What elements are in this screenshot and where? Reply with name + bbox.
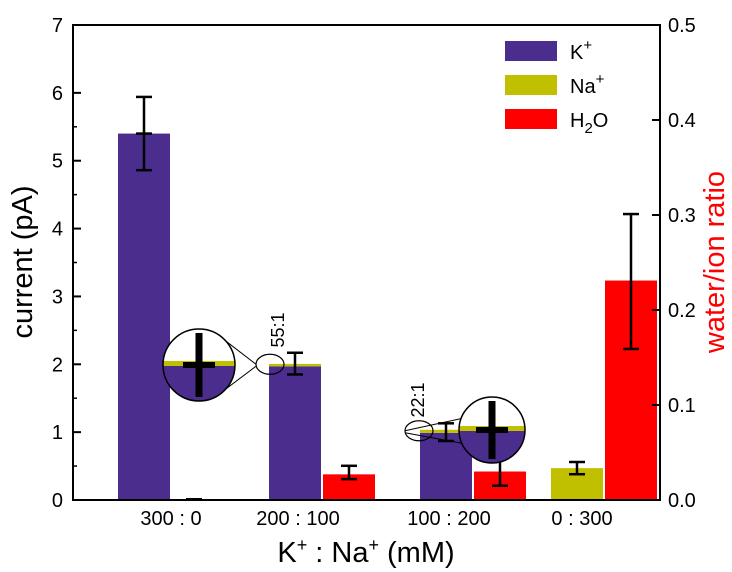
x-axis-label-part: K bbox=[277, 537, 297, 569]
x-tick-label: 0 : 300 bbox=[551, 508, 612, 530]
chart-marks bbox=[118, 95, 657, 501]
legend-swatch bbox=[505, 109, 557, 129]
legend: K+ Na+ H2O bbox=[505, 37, 608, 137]
ratio-annotation: 55:1 bbox=[268, 312, 288, 347]
legend-label: K+ bbox=[570, 37, 592, 64]
legend-label: H2O bbox=[570, 110, 608, 137]
zoom-insets: 55:1 22:1 bbox=[162, 312, 526, 464]
legend-item: K+ bbox=[505, 37, 592, 64]
legend-label: Na+ bbox=[570, 71, 605, 98]
legend-swatch bbox=[505, 41, 557, 61]
legend-item: Na+ bbox=[505, 71, 605, 98]
x-axis-label-part: + bbox=[297, 535, 308, 555]
legend-swatch bbox=[505, 75, 557, 95]
y-tick-label: 2 bbox=[52, 354, 63, 376]
zoom-connector bbox=[223, 339, 257, 365]
y-right-tick-label: 0.0 bbox=[668, 490, 696, 512]
axis-ticks: 0 1 2 3 4 5 6 7 0.0 0.1 0.2 0.3 0.4 0.5 300 : 0 200 : 1… bbox=[52, 15, 696, 530]
y-tick-label: 6 bbox=[52, 83, 63, 105]
bar-k bbox=[118, 133, 170, 501]
error-bar-na bbox=[569, 460, 585, 476]
error-bar-k bbox=[287, 351, 303, 376]
y-tick-label: 7 bbox=[52, 15, 63, 37]
x-tick-label: 300 : 0 bbox=[140, 508, 201, 530]
inset-circle bbox=[458, 396, 526, 464]
ratio-annotation: 22:1 bbox=[408, 382, 428, 417]
y-tick-label: 5 bbox=[52, 151, 63, 173]
y-right-tick-label: 0.2 bbox=[668, 300, 696, 322]
y-right-tick-label: 0.1 bbox=[668, 395, 696, 417]
y-right-tick-label: 0.4 bbox=[668, 110, 696, 132]
zoom-connector bbox=[223, 365, 257, 391]
legend-item: H2O bbox=[505, 109, 608, 137]
y-tick-label: 3 bbox=[52, 286, 63, 308]
error-bar-h2o bbox=[623, 212, 639, 351]
inset-circle bbox=[162, 328, 236, 402]
x-tick-label: 200 : 100 bbox=[256, 508, 339, 530]
y-tick-label: 4 bbox=[52, 219, 63, 241]
bar-k bbox=[269, 366, 321, 500]
y-tick-label: 0 bbox=[52, 490, 63, 512]
x-axis-label-part: : Na bbox=[307, 537, 369, 569]
y-axis-right-label: water/ion ratio bbox=[699, 171, 731, 354]
y-axis-label: current (pA) bbox=[7, 185, 39, 338]
x-axis-label-part: + bbox=[368, 535, 379, 555]
x-tick-label: 100 : 200 bbox=[407, 508, 490, 530]
y-tick-label: 1 bbox=[52, 422, 63, 444]
x-axis-label: K+ : Na+ (mM) bbox=[277, 535, 454, 569]
y-right-tick-label: 0.3 bbox=[668, 205, 696, 227]
y-right-tick-label: 0.5 bbox=[668, 15, 696, 37]
error-bar-h2o bbox=[341, 464, 357, 481]
x-axis-label-part: (mM) bbox=[379, 537, 455, 569]
